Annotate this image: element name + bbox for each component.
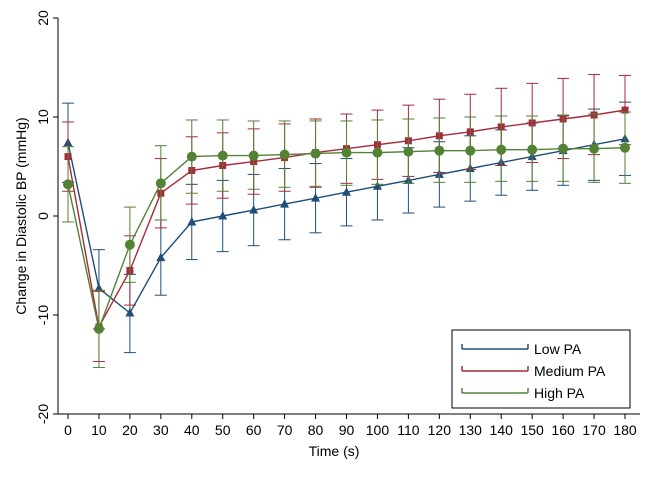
marker-low-pa xyxy=(280,199,290,208)
x-axis-ticks: 0 10 20 30 40 50 60 70 80 90 100 110 120 130 140 150 160… xyxy=(64,414,637,438)
series-layer xyxy=(62,73,631,368)
x-tick-label: 30 xyxy=(153,422,169,438)
marker-high-pa xyxy=(93,323,104,334)
marker-high-pa xyxy=(248,150,259,161)
marker-high-pa xyxy=(589,143,600,154)
marker-high-pa xyxy=(372,147,383,158)
y-tick-label: 0 xyxy=(35,212,51,220)
marker-high-pa xyxy=(217,150,228,161)
x-axis-label: Time (s) xyxy=(309,443,360,459)
x-tick-label: 50 xyxy=(215,422,231,438)
marker-high-pa xyxy=(465,145,476,156)
marker-low-pa xyxy=(372,181,382,190)
x-tick-label: 170 xyxy=(582,422,606,438)
legend-label-low-pa: Low PA xyxy=(534,341,582,357)
marker-high-pa xyxy=(63,179,73,190)
legend-label-medium-pa: Medium PA xyxy=(534,363,606,379)
x-tick-label: 0 xyxy=(64,422,72,438)
y-tick-label: 20 xyxy=(35,10,51,26)
x-tick-label: 140 xyxy=(490,422,514,438)
marker-high-pa xyxy=(620,142,630,153)
marker-low-pa xyxy=(94,283,104,292)
marker-low-pa xyxy=(342,187,351,196)
x-tick-label: 160 xyxy=(551,422,575,438)
x-tick-label: 130 xyxy=(459,422,483,438)
marker-high-pa xyxy=(527,144,538,155)
x-tick-label: 90 xyxy=(339,422,355,438)
marker-low-pa xyxy=(218,211,228,220)
marker-high-pa xyxy=(434,145,445,156)
marker-low-pa xyxy=(156,252,166,262)
marker-high-pa xyxy=(558,143,569,154)
x-tick-label: 20 xyxy=(122,422,138,438)
x-tick-label: 70 xyxy=(277,422,293,438)
x-tick-label: 180 xyxy=(613,422,637,438)
x-tick-label: 100 xyxy=(366,422,390,438)
x-tick-label: 110 xyxy=(397,422,420,438)
marker-high-pa xyxy=(186,151,197,162)
x-tick-label: 120 xyxy=(428,422,452,438)
legend: Low PA Medium PA High PA xyxy=(451,329,631,409)
marker-high-pa xyxy=(310,148,321,159)
marker-medium-pa xyxy=(621,106,629,114)
y-tick-label: 10 xyxy=(35,109,51,125)
marker-low-pa xyxy=(311,193,321,202)
x-tick-label: 40 xyxy=(184,422,200,438)
marker-high-pa xyxy=(155,178,166,189)
marker-low-pa xyxy=(249,205,259,214)
legend-label-high-pa: High PA xyxy=(534,385,585,401)
y-tick-label: -10 xyxy=(35,305,51,325)
marker-high-pa xyxy=(124,239,135,250)
y-tick-label: -20 xyxy=(35,404,51,424)
marker-low-pa xyxy=(187,216,197,226)
y-axis-ticks: -20 -10 0 10 20 xyxy=(35,10,58,424)
x-tick-label: 60 xyxy=(246,422,262,438)
marker-high-pa xyxy=(341,147,352,158)
x-tick-label: 10 xyxy=(91,422,107,438)
marker-low-pa xyxy=(125,308,135,317)
series-high-pa xyxy=(62,111,631,368)
marker-high-pa xyxy=(403,146,414,157)
marker-high-pa xyxy=(496,144,507,155)
x-tick-label: 80 xyxy=(308,422,324,438)
y-axis-label: Change in Diastolic BP (mmHg) xyxy=(13,117,29,314)
marker-high-pa xyxy=(279,149,290,160)
legend-box xyxy=(451,329,631,409)
x-tick-label: 150 xyxy=(520,422,544,438)
